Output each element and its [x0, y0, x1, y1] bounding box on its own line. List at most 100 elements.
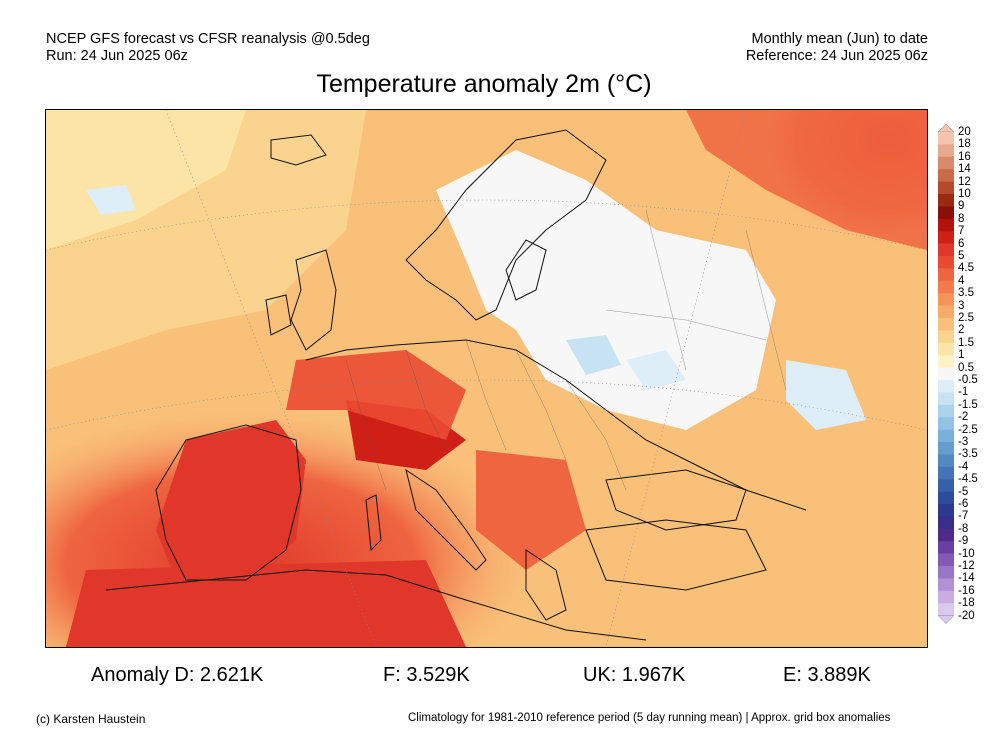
colorbar-tick-label: -12 — [958, 560, 975, 572]
colorbar-swatch — [938, 256, 954, 269]
border-3 — [465, 339, 507, 451]
scandinavia-coast — [405, 129, 607, 321]
colorbar-max-arrow — [938, 124, 954, 133]
colorbar-tick-label: 9 — [958, 200, 965, 213]
colorbar-swatch — [938, 417, 954, 430]
colorbar-swatch — [938, 305, 954, 319]
colorbar-swatch — [938, 342, 954, 356]
border-8 — [745, 229, 787, 391]
colorbar-tick-label: -8 — [958, 522, 969, 535]
climatology-note: Climatology for 1981-2010 reference peri… — [408, 712, 891, 724]
colorbar-swatch — [938, 268, 954, 282]
colorbar-swatch — [938, 528, 954, 542]
colorbar-tick-label: -6 — [958, 498, 969, 510]
colorbar-swatch — [938, 206, 954, 220]
colorbar-tick-label: -10 — [958, 547, 975, 560]
colorbar-tick-label: -1 — [958, 386, 969, 399]
colorbar-swatch — [938, 429, 954, 443]
model-info: NCEP GFS forecast vs CFSR reanalysis @0.… — [46, 31, 370, 47]
graticule — [46, 110, 927, 647]
colorbar-swatch — [938, 442, 954, 455]
border-7 — [645, 209, 687, 371]
colorbar-swatch — [938, 181, 954, 195]
turkey-coast — [585, 519, 767, 591]
corsica-sardinia — [365, 494, 382, 552]
map-title: Temperature anomaly 2m (°C) — [316, 70, 652, 98]
colorbar-swatch — [938, 243, 954, 257]
colorbar-tick-label: -14 — [958, 572, 975, 585]
border-6 — [605, 309, 767, 341]
colorbar-tick-label: 14 — [958, 163, 971, 176]
colorbar-tick-label: -5 — [958, 485, 969, 498]
north-africa-heat — [66, 560, 466, 647]
colorbar-tick-label: -9 — [958, 535, 969, 548]
colorbar-tick-label: -2.5 — [958, 423, 978, 436]
colorbar-tick-label: -4.5 — [958, 473, 978, 486]
colorbar-swatch — [938, 541, 954, 554]
colorbar-swatch — [938, 491, 954, 505]
anomaly-map — [45, 109, 928, 648]
italy-coast — [405, 468, 487, 571]
graticule-line-4 — [605, 110, 747, 647]
colorbar-swatch — [938, 218, 954, 232]
iberia-coast — [155, 424, 302, 581]
graticule-line-3 — [165, 110, 377, 647]
colorbar-swatch — [938, 504, 954, 517]
north-africa-coast — [105, 569, 647, 641]
black-sea — [605, 469, 747, 531]
colorbar-swatch — [938, 169, 954, 182]
colorbar-swatch — [938, 380, 954, 393]
border-2 — [405, 349, 447, 451]
colorbar-swatch — [938, 280, 954, 294]
colorbar-swatch — [938, 367, 954, 381]
border-4 — [515, 349, 567, 461]
copyright: (c) Karsten Haustein — [36, 712, 146, 726]
cool-blue-patch-2 — [626, 350, 686, 390]
colorbar-tick-label: 6 — [958, 237, 965, 250]
colorbar-tick-label: 5 — [958, 250, 965, 262]
colorbar-swatch — [938, 454, 954, 468]
colorbar-swatch — [938, 355, 954, 368]
colorbar-tick-label: 3 — [958, 299, 965, 312]
colorbar-swatch — [938, 293, 954, 306]
cool-neutral-region — [436, 150, 776, 430]
colorbar-tick-label: -3 — [958, 436, 969, 448]
colorbar-tick-label: -3.5 — [958, 448, 978, 461]
colorbar-swatch — [938, 330, 954, 344]
colorbar-tick-label: 12 — [958, 175, 971, 188]
border-5 — [565, 379, 627, 491]
greece-coast — [525, 549, 567, 621]
colorbar-tick-label: 0.5 — [958, 361, 974, 374]
borders — [345, 209, 787, 491]
colorbar-swatch — [938, 578, 954, 592]
colorbar-tick-label: 16 — [958, 150, 971, 163]
colorbar-tick-label: 1.5 — [958, 336, 974, 349]
cool-blue-patch-3 — [86, 185, 136, 215]
colorbar-swatch — [938, 479, 954, 492]
baltic-coast — [505, 239, 547, 301]
colorbar-min-arrow — [938, 615, 954, 624]
caspian-cool — [786, 360, 866, 430]
colorbar — [938, 124, 954, 624]
cool-blue-patch-1 — [566, 335, 621, 375]
colorbar-swatch — [938, 590, 954, 604]
colorbar-swatch — [938, 392, 954, 406]
central-europe-heat — [286, 350, 466, 440]
colorbar-swatch — [938, 404, 954, 418]
colorbar-tick-label: 3.5 — [958, 287, 974, 300]
header-left: NCEP GFS forecast vs CFSR reanalysis @0.… — [46, 31, 370, 65]
colorbar-tick-label: 10 — [958, 188, 971, 200]
colorbar-tick-label: 4.5 — [958, 262, 974, 275]
iberia-heat — [156, 420, 306, 580]
anomaly-germany: Anomaly D: 2.621K — [91, 664, 264, 686]
colorbar-tick-label: -20 — [958, 609, 975, 622]
colorbar-tick-label: 7 — [958, 225, 965, 238]
colorbar-swatch — [938, 144, 954, 158]
colorbar-swatch — [938, 466, 954, 480]
colorbar-tick-label: 18 — [958, 138, 971, 151]
period-info: Monthly mean (Jun) to date — [751, 31, 928, 47]
colorbar-swatch — [938, 231, 954, 244]
colorbar-tick-label: 8 — [958, 212, 965, 225]
british-isles — [290, 249, 337, 351]
colorbar-swatch — [938, 318, 954, 331]
